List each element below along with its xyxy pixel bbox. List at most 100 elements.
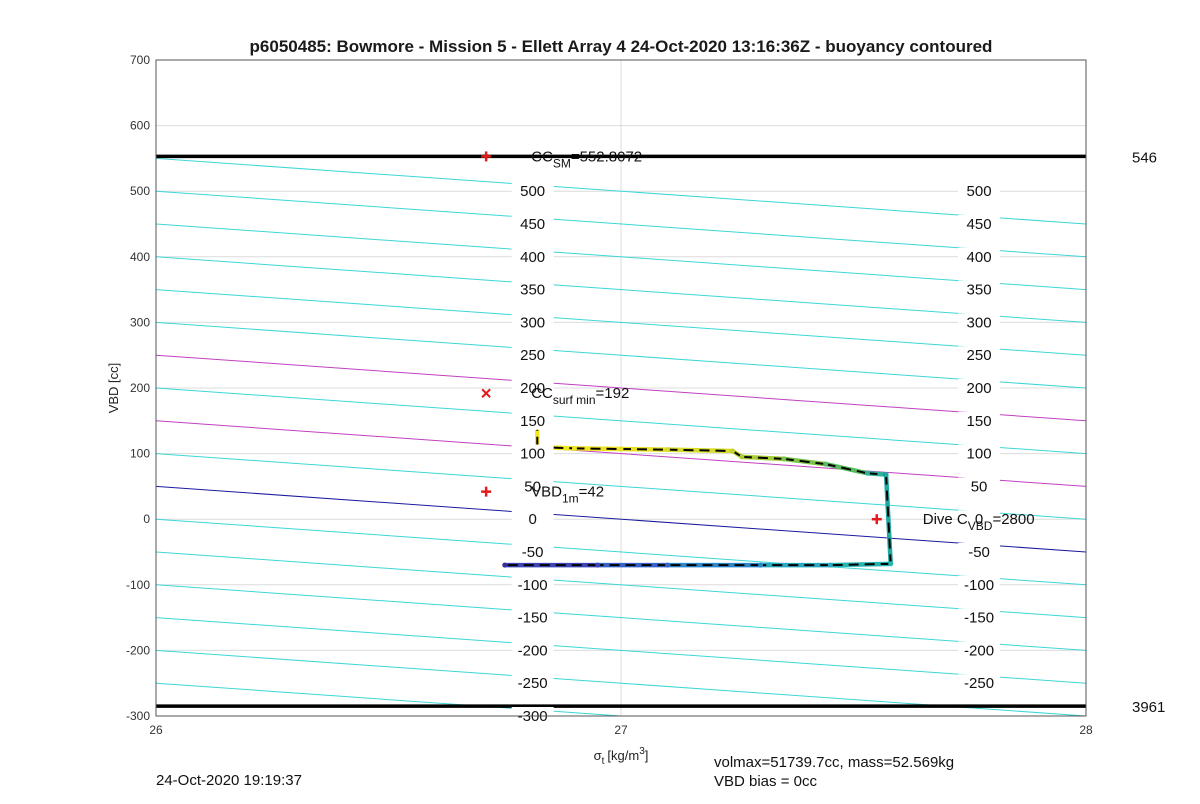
chart-title: p6050485: Bowmore - Mission 5 - Ellett A… — [250, 37, 993, 56]
marker-label-main: CC — [531, 148, 553, 165]
footer-volmax: volmax=51739.7cc, mass=52.569kg — [714, 754, 955, 771]
x-tick-label: 28 — [1079, 723, 1093, 737]
profile-dash — [620, 448, 668, 451]
contour-label-left-bg — [511, 313, 554, 332]
contour-label-right-bg — [958, 608, 1001, 627]
contour-label-left-bg — [511, 247, 554, 266]
y-tick-label: 200 — [130, 381, 150, 395]
x-axis-label-units-sup: 3 — [639, 746, 645, 757]
contour-label-right: -150 — [964, 610, 994, 627]
contour-label-right: 500 — [967, 183, 992, 200]
y-tick-label: 700 — [130, 53, 150, 67]
x-axis-label-sub: t — [602, 756, 605, 767]
contour-label-right-bg — [958, 411, 1001, 430]
profile-dash — [867, 472, 887, 476]
contour-label-left: 150 — [520, 413, 545, 430]
profile-point — [730, 448, 736, 454]
y-tick-label: 600 — [130, 119, 150, 133]
marker-label: CCsurf min=192 — [531, 385, 629, 407]
contour-label-right: 0 — [975, 511, 983, 528]
marker-label-rest: =552.8072 — [571, 148, 642, 165]
contour-label-left-bg — [511, 379, 554, 397]
contour-label-right: 250 — [967, 347, 992, 364]
contour-label-right-bg — [958, 379, 1001, 397]
marker-label: Dive CVBD=2800 — [923, 511, 1035, 533]
marker-label-sub: 1m — [562, 492, 579, 506]
contour-label-right-bg — [958, 247, 1001, 266]
footer-bias: VBD bias = 0cc — [714, 773, 817, 790]
x-axis-label-units-end: ] — [645, 748, 649, 763]
contour-label-left-bg — [511, 346, 554, 365]
contour-label-left: -150 — [518, 610, 548, 627]
profile-point — [758, 562, 763, 568]
marker-label-rest: =42 — [579, 484, 604, 501]
contour-label-left-bg — [511, 182, 554, 201]
limit-line-label: 546 — [1132, 149, 1157, 166]
profile-point — [781, 456, 787, 462]
contour-label-right: -50 — [968, 544, 990, 561]
contour-line — [156, 682, 629, 716]
contour-label-right: 300 — [967, 314, 992, 331]
contour-label-left: -200 — [518, 642, 548, 659]
contour-label-right: 100 — [967, 446, 992, 463]
contour-label-left-bg — [511, 280, 554, 299]
marker-label-sub: VBD — [968, 519, 993, 533]
marker-label-main: CC — [531, 385, 553, 402]
contour-line — [156, 190, 1086, 258]
contour-label-left-bg — [511, 510, 554, 529]
contour-label-left: 200 — [520, 380, 545, 397]
profile-dash — [830, 562, 891, 567]
contour-label-left-bg — [511, 543, 554, 561]
y-axis-label: VBD [cc] — [106, 363, 121, 414]
y-tick-label: -200 — [126, 643, 150, 657]
profile-point — [827, 562, 833, 568]
contour-label-right: 150 — [967, 413, 992, 430]
profile-point — [572, 445, 577, 451]
profile-dash — [667, 448, 733, 452]
contour-line — [156, 420, 1086, 487]
profile-point — [665, 447, 670, 453]
marker-label-sub: SM — [553, 156, 571, 170]
marker-label-sub: surf min — [553, 393, 596, 407]
contour-label-left: 400 — [520, 249, 545, 266]
contour-label-right-bg — [958, 641, 1001, 660]
contour-label-right-bg — [958, 215, 1001, 233]
profile-point — [665, 562, 670, 568]
contour-label-left: -50 — [522, 544, 544, 561]
contour-label-left: 50 — [524, 478, 541, 495]
contour-line — [156, 551, 1086, 619]
contour-label-right: -250 — [964, 675, 994, 692]
contour-label-right: -200 — [964, 642, 994, 659]
contour-label-right-bg — [958, 182, 1001, 201]
contour-label-right-bg — [958, 575, 1001, 594]
contour-label-left: 450 — [520, 216, 545, 233]
contour-label-right-bg — [958, 280, 1001, 299]
marker-label-rest: =192 — [596, 385, 630, 402]
contour-line — [156, 223, 1086, 291]
contour-line — [156, 485, 1086, 553]
contour-labels: 500450400350300250200150100500-50-100-15… — [511, 182, 1001, 725]
y-tick-label: 300 — [130, 315, 150, 329]
x-axis-label-units: [kg/m — [607, 748, 639, 763]
contour-label-left-bg — [511, 575, 554, 594]
y-tick-label: -100 — [126, 578, 150, 592]
profile-point — [595, 562, 601, 568]
contour-label-right: 50 — [971, 478, 988, 495]
contour-label-right: 200 — [967, 380, 992, 397]
contour-label-left: 350 — [520, 282, 545, 299]
profile-dash — [741, 455, 784, 460]
contour-label-right-bg — [958, 313, 1001, 332]
contour-label-right-bg — [958, 346, 1001, 365]
profile-point — [883, 472, 889, 478]
marker-label: CCSM=552.8072 — [531, 148, 642, 170]
contour-line — [156, 157, 1086, 225]
y-tick-label: 100 — [130, 447, 150, 461]
contour-line — [156, 289, 1086, 356]
contour-label-left-bg — [511, 477, 554, 496]
contour-line — [156, 256, 1086, 323]
profile-dash — [825, 463, 868, 475]
x-axis-label-symbol: σ — [594, 748, 602, 763]
